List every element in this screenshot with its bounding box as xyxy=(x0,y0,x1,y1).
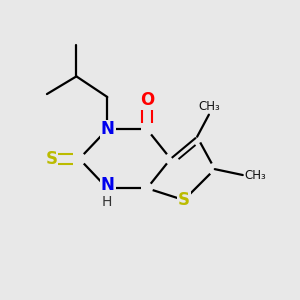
Text: O: O xyxy=(140,91,154,109)
Text: H: H xyxy=(102,194,112,208)
Text: CH₃: CH₃ xyxy=(244,169,266,182)
Text: S: S xyxy=(178,191,190,209)
Text: N: N xyxy=(100,176,114,194)
Text: CH₃: CH₃ xyxy=(198,100,220,113)
Text: N: N xyxy=(100,120,114,138)
Text: S: S xyxy=(45,150,57,168)
